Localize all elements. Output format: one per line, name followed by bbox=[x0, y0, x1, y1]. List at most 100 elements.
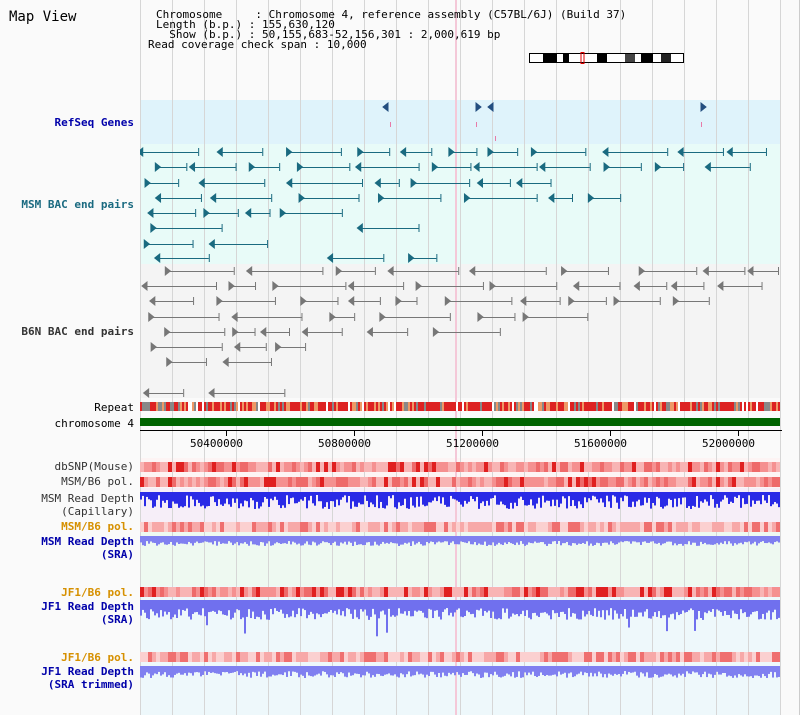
msm-sra-depth-bar bbox=[726, 536, 728, 545]
repeat-segment bbox=[382, 402, 384, 411]
jf1-trim-depth-bar bbox=[262, 666, 264, 674]
dbsnp-label[interactable]: dbSNP(Mouse) bbox=[54, 460, 134, 473]
msm-b6-pol-sra-cell bbox=[700, 522, 704, 532]
track-canvas[interactable] bbox=[140, 96, 782, 715]
msm-b6-pol-sra-cell bbox=[656, 522, 660, 532]
repeat-segment bbox=[730, 402, 732, 411]
jf1-depth-trim-label[interactable]: JF1 Read Depth (SRA trimmed) bbox=[0, 665, 134, 691]
msm-b6-pol-label[interactable]: MSM/B6 pol. bbox=[61, 475, 134, 488]
jf1-b6-pol-trim-cell bbox=[572, 652, 576, 662]
jf1-b6-pol-trim-cell bbox=[764, 652, 768, 662]
capillary-depth-bar bbox=[762, 492, 764, 496]
capillary-depth-bar bbox=[188, 492, 190, 508]
jf1-b6-pol-trim-cell bbox=[712, 652, 716, 662]
capillary-depth-bar bbox=[648, 492, 650, 499]
jf1-sra-depth-bar bbox=[622, 600, 624, 617]
jf1-sra-depth-bar bbox=[746, 600, 748, 617]
grid-line bbox=[748, 0, 749, 715]
msm-sra-depth-bar bbox=[730, 536, 732, 544]
msm-b6-pol-cell bbox=[732, 477, 736, 487]
capillary-depth-bar bbox=[574, 492, 576, 506]
msm-b6-pol-sra-cell bbox=[432, 522, 436, 532]
msm-sra-depth-bar bbox=[706, 536, 708, 545]
capillary-depth-bar bbox=[168, 492, 170, 509]
grid-line bbox=[588, 0, 589, 715]
repeat-segment bbox=[484, 402, 486, 411]
jf1-trim-depth-bar bbox=[484, 666, 486, 673]
capillary-depth-bar bbox=[334, 492, 336, 507]
msm-bac-label[interactable]: MSM BAC end pairs bbox=[21, 198, 134, 211]
dbsnp-cell bbox=[436, 462, 440, 472]
msm-bac-end bbox=[463, 192, 471, 204]
repeat-segment bbox=[626, 402, 628, 411]
refseq-genes-label[interactable]: RefSeq Genes bbox=[54, 116, 134, 129]
msm-sra-depth-bar bbox=[510, 536, 512, 544]
msm-depth-capillary-label[interactable]: MSM Read Depth (Capillary) bbox=[0, 492, 134, 518]
capillary-depth-bar bbox=[752, 492, 754, 501]
jf1-b6-pol-cell bbox=[640, 587, 644, 597]
repeat-segment bbox=[352, 402, 354, 411]
repeat-segment bbox=[650, 402, 652, 411]
capillary-depth-bar bbox=[378, 492, 380, 509]
jf1-b6-pol-label[interactable]: JF1/B6 pol. bbox=[61, 586, 134, 599]
jf1-sra-depth-bar bbox=[388, 600, 390, 609]
msm-sra-depth-bar bbox=[320, 536, 322, 544]
msm-sra-depth-bar bbox=[258, 536, 260, 546]
dbsnp-cell bbox=[528, 462, 532, 472]
jf1-trim-depth-bar bbox=[652, 666, 654, 678]
msm-sra-depth-bar bbox=[694, 536, 696, 543]
msm-sra-depth-bar bbox=[376, 536, 378, 545]
jf1-sra-depth-bar bbox=[408, 600, 410, 612]
repeat-segment bbox=[372, 402, 374, 411]
repeat-segment bbox=[604, 402, 606, 411]
msm-b6-pol-cell bbox=[316, 477, 320, 487]
jf1-b6-pol-cell bbox=[428, 587, 432, 597]
msm-sra-depth-bar bbox=[720, 536, 722, 543]
msm-b6-pol-cell bbox=[432, 477, 436, 487]
repeat-segment bbox=[568, 402, 570, 411]
msm-sra-depth-bar bbox=[212, 536, 214, 545]
dbsnp-cell bbox=[252, 462, 256, 472]
jf1-trim-depth-bar bbox=[404, 666, 406, 678]
msm-sra-depth-bar bbox=[528, 536, 530, 543]
capillary-depth-bar bbox=[540, 492, 542, 508]
dbsnp-cell bbox=[644, 462, 648, 472]
msm-sra-depth-bar bbox=[300, 536, 302, 546]
capillary-depth-bar bbox=[504, 492, 506, 506]
jf1-sra-depth-bar bbox=[306, 600, 308, 619]
capillary-depth-bar bbox=[266, 492, 268, 499]
msm-b6-pol-sra-cell bbox=[448, 522, 452, 532]
jf1-sra-depth-bar bbox=[472, 600, 474, 614]
b6n-bac-label[interactable]: B6N BAC end pairs bbox=[21, 325, 134, 338]
repeat-segment bbox=[366, 402, 368, 411]
capillary-depth-bar bbox=[166, 492, 168, 501]
msm-sra-depth-bar bbox=[638, 536, 640, 543]
msm-sra-depth-bar bbox=[434, 536, 436, 545]
msm-bac-end bbox=[286, 146, 293, 158]
jf1-depth-sra-label[interactable]: JF1 Read Depth (SRA) bbox=[0, 600, 134, 626]
jf1-trim-depth-bar bbox=[724, 666, 726, 673]
msm-sra-depth-bar bbox=[640, 536, 642, 545]
repeat-segment bbox=[280, 402, 282, 411]
msm-b6-pol-cell bbox=[212, 477, 216, 487]
msm-b6-pol-cell bbox=[320, 477, 324, 487]
jf1-sra-depth-bar bbox=[392, 600, 394, 616]
b6n-bac-end bbox=[670, 280, 678, 292]
jf1-sra-depth-bar bbox=[660, 600, 662, 619]
repeat-segment bbox=[204, 402, 206, 411]
capillary-depth-bar bbox=[528, 492, 530, 505]
grid-line bbox=[364, 0, 365, 715]
msm-b6-pol-sra-label[interactable]: MSM/B6 pol. bbox=[61, 520, 134, 533]
jf1-sra-depth-bar bbox=[146, 600, 148, 619]
chromosome-ideogram[interactable] bbox=[529, 52, 685, 64]
repeat-segment bbox=[502, 402, 504, 411]
repeat-segment bbox=[670, 402, 672, 411]
msm-b6-pol-cell bbox=[208, 477, 212, 487]
msm-depth-sra-label[interactable]: MSM Read Depth (SRA) bbox=[0, 535, 134, 561]
jf1-b6-pol-trim-label[interactable]: JF1/B6 pol. bbox=[61, 651, 134, 664]
jf1-trim-depth-bar bbox=[168, 666, 170, 676]
msm-sra-depth-bar bbox=[452, 536, 454, 542]
jf1-trim-depth-bar bbox=[384, 666, 386, 675]
jf1-trim-depth-bar bbox=[306, 666, 308, 673]
jf1-sra-depth-bar bbox=[410, 600, 412, 617]
